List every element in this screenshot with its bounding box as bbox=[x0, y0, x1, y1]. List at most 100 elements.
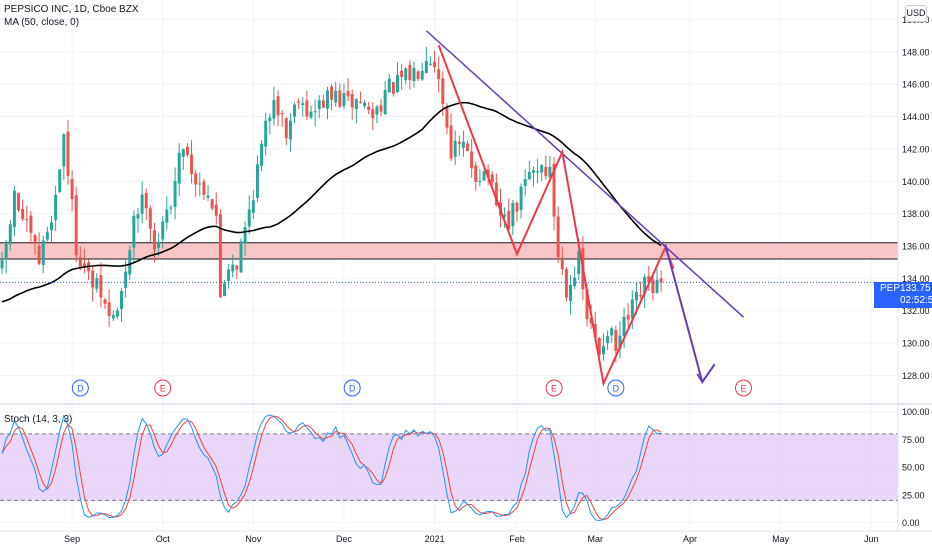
candle-body bbox=[334, 90, 338, 103]
candle-body bbox=[8, 224, 12, 245]
candle-body bbox=[243, 227, 247, 243]
candle-body bbox=[227, 269, 231, 282]
candle-body bbox=[433, 61, 437, 68]
price-tick-label: 138.00 bbox=[902, 209, 930, 219]
candle-body bbox=[268, 117, 272, 121]
dividend-marker[interactable] bbox=[71, 379, 89, 397]
candle-body bbox=[124, 271, 128, 288]
candle-body bbox=[622, 316, 626, 337]
time-tick-label: Oct bbox=[156, 534, 171, 544]
candle-body bbox=[383, 90, 387, 115]
candle-body bbox=[165, 209, 169, 223]
candle-body bbox=[639, 295, 643, 297]
candle-body bbox=[284, 118, 288, 139]
candle-body bbox=[338, 90, 342, 107]
candle-body bbox=[593, 324, 597, 338]
time-tick-label: Dec bbox=[336, 534, 353, 544]
candle-body bbox=[655, 279, 659, 293]
event-marker-label: D bbox=[349, 384, 356, 394]
last-price-tag: PEP 133.75 02:52:56 bbox=[874, 282, 932, 308]
price-tick-label: 146.00 bbox=[902, 80, 930, 90]
candle-body bbox=[161, 221, 165, 240]
price-tick-label: 134.00 bbox=[902, 274, 930, 284]
candle-body bbox=[50, 222, 53, 231]
candle-body bbox=[293, 104, 297, 117]
candle-body bbox=[437, 69, 441, 80]
candle-body bbox=[387, 78, 391, 93]
earnings-marker[interactable] bbox=[545, 379, 563, 397]
candle-body bbox=[552, 163, 556, 217]
candle-body bbox=[486, 169, 490, 178]
ma-legend: MA (50, close, 0) bbox=[4, 17, 80, 28]
dividend-marker[interactable] bbox=[607, 379, 625, 397]
candle-body bbox=[247, 209, 251, 227]
candle-body bbox=[589, 318, 593, 324]
candle-body bbox=[647, 276, 651, 283]
candle-body bbox=[301, 103, 305, 105]
candle-body bbox=[527, 171, 531, 180]
candle-body bbox=[223, 283, 226, 297]
candle-body bbox=[111, 314, 115, 319]
candle-body bbox=[103, 299, 107, 304]
candle-body bbox=[214, 204, 218, 216]
candle-body bbox=[255, 164, 259, 198]
candle-body bbox=[523, 179, 527, 187]
candle-body bbox=[136, 213, 140, 219]
candle-body bbox=[391, 82, 395, 94]
price-tag-symbol: PEP bbox=[880, 283, 901, 294]
candle-body bbox=[144, 192, 148, 209]
event-marker-label: E bbox=[741, 384, 747, 394]
symbol-legend: PEPSICO INC, 1D, Cboe BZX MA (50, close,… bbox=[4, 3, 139, 29]
candle-body bbox=[375, 106, 379, 115]
candle-body bbox=[128, 250, 132, 275]
candle-body bbox=[70, 179, 74, 200]
candle-body bbox=[466, 143, 470, 152]
candle-body bbox=[614, 330, 618, 351]
currency-button[interactable]: USD bbox=[905, 5, 927, 22]
event-marker-label: E bbox=[551, 384, 557, 394]
candle-body bbox=[379, 105, 383, 112]
ma-line bbox=[1, 101, 662, 303]
candle-body bbox=[78, 257, 82, 267]
stoch-tick-label: 50.00 bbox=[902, 463, 925, 473]
candle-body bbox=[634, 292, 638, 301]
candle-body bbox=[231, 264, 235, 272]
time-tick-label: Jun bbox=[864, 534, 879, 544]
candle-body bbox=[478, 180, 482, 182]
candle-body bbox=[21, 209, 25, 220]
time-tick-label: May bbox=[772, 534, 790, 544]
candle-body bbox=[321, 100, 325, 108]
earnings-marker[interactable] bbox=[735, 379, 753, 397]
time-tick-label: Apr bbox=[683, 534, 697, 544]
candle-body bbox=[556, 216, 560, 258]
candle-body bbox=[95, 278, 99, 289]
candle-body bbox=[544, 166, 548, 176]
zigzag-pattern bbox=[437, 44, 667, 387]
candle-body bbox=[560, 257, 564, 270]
candle-body bbox=[540, 165, 544, 173]
candle-body bbox=[58, 169, 62, 192]
candle-body bbox=[264, 120, 268, 147]
trendline bbox=[425, 30, 745, 318]
candle-body bbox=[45, 232, 49, 240]
candle-body bbox=[66, 131, 70, 176]
candle-body bbox=[235, 265, 239, 270]
dividend-marker[interactable] bbox=[343, 379, 361, 397]
candle-body bbox=[25, 219, 29, 221]
candle-body bbox=[12, 190, 16, 228]
candle-body bbox=[346, 90, 350, 97]
candle-body bbox=[239, 241, 243, 273]
candle-body bbox=[354, 99, 358, 110]
candle-body bbox=[62, 134, 66, 167]
candle-body bbox=[74, 195, 78, 256]
candle-body bbox=[536, 171, 540, 173]
candle-body bbox=[573, 277, 577, 287]
stoch-tick-label: 75.00 bbox=[902, 435, 925, 445]
candle-body bbox=[412, 67, 416, 82]
candle-body bbox=[313, 111, 317, 113]
candle-body bbox=[358, 101, 362, 103]
earnings-marker[interactable] bbox=[154, 379, 172, 397]
candle-body bbox=[54, 194, 58, 221]
